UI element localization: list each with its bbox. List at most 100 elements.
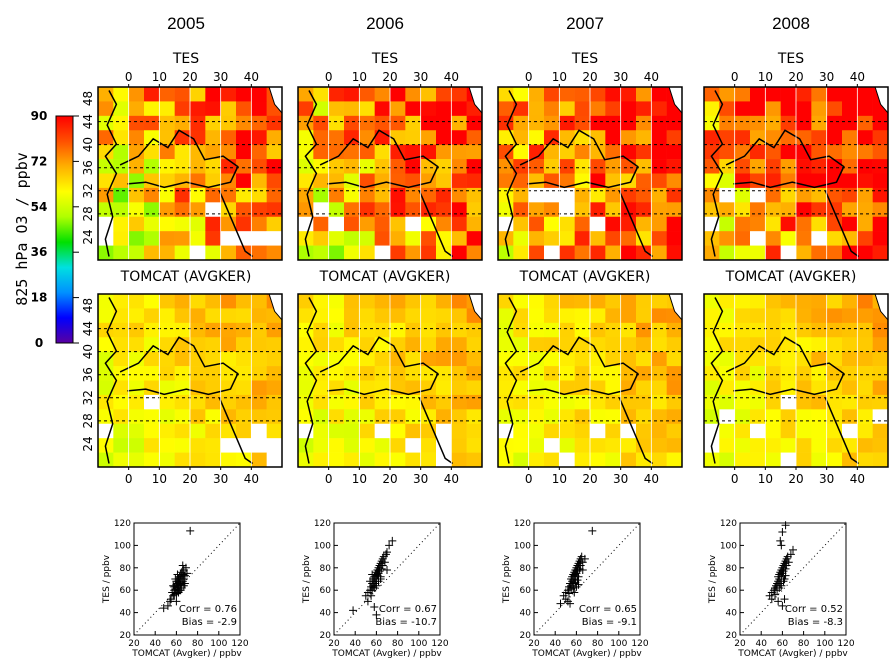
year-label-2005: 2005: [167, 14, 205, 33]
coastline-west: [710, 90, 724, 257]
map-cell: [651, 438, 667, 453]
map-cell: [544, 216, 560, 232]
scatter-y-tick-label: 100: [314, 541, 331, 551]
map-cell: [466, 115, 483, 131]
map-cell: [811, 159, 827, 174]
scatter-y-axis-label: TES / ppbv: [102, 554, 112, 604]
map-cell: [498, 394, 514, 410]
map-cell: [328, 423, 345, 439]
map-cell: [704, 130, 720, 145]
scatter-x-axis-label: TOMCAT (Avgker) / ppbv: [737, 649, 848, 659]
map-cell: [750, 144, 766, 160]
map-cell: [574, 231, 591, 246]
map-cell: [420, 351, 437, 367]
map-cell: [205, 351, 221, 367]
map-cell: [420, 187, 437, 203]
map-cell: [704, 173, 720, 189]
scatter-x-tick-label: 80: [392, 639, 404, 649]
map-cell: [174, 87, 191, 102]
map-cell: [251, 452, 267, 468]
map-cell: [872, 187, 889, 203]
map-cell: [359, 159, 375, 174]
map-cell: [528, 380, 545, 396]
map-cell: [205, 115, 221, 131]
map-cell: [842, 144, 858, 160]
map-cell: [620, 394, 637, 410]
coastline-west: [304, 297, 318, 464]
map-cell: [605, 294, 621, 309]
scatter-point: [174, 575, 183, 583]
map-cell: [636, 130, 652, 145]
map-cell: [298, 394, 314, 410]
map-cell: [765, 380, 781, 396]
map-cell: [750, 308, 766, 324]
map-cell: [651, 130, 667, 145]
map-cell: [436, 380, 452, 396]
map-cell: [205, 294, 221, 309]
map-cell: [872, 337, 889, 352]
map-cell: [436, 438, 452, 453]
map-cell: [144, 216, 160, 232]
map-cell: [313, 294, 329, 309]
map-cell: [128, 101, 145, 117]
map-cell: [466, 173, 483, 189]
bias-label: Bias = -9.1: [582, 617, 637, 628]
scatter-x-tick-label: 100: [410, 639, 427, 649]
map-cell: [466, 380, 483, 396]
map-cell: [574, 294, 591, 309]
map-cell: [313, 216, 329, 232]
map-cell: [251, 380, 267, 396]
map-cell: [666, 245, 683, 261]
map-cell: [498, 322, 514, 338]
map-cell: [651, 187, 667, 203]
map-cell: [220, 409, 237, 425]
map-cell: [220, 144, 237, 160]
map-cell: [113, 216, 129, 232]
map-cell: [528, 245, 545, 261]
map-lon-tick-label: 10: [352, 70, 367, 84]
map-cell: [605, 101, 621, 117]
map-cell: [750, 231, 766, 246]
map-cell: [436, 173, 452, 189]
map-cell: [144, 115, 160, 131]
map-cell: [826, 159, 843, 174]
map-cell: [128, 144, 145, 160]
map-cell: [205, 159, 221, 174]
map-cell: [513, 115, 529, 131]
map-cell: [811, 245, 827, 261]
map-cell: [765, 231, 781, 246]
map-cell: [405, 216, 421, 232]
map-cell: [826, 231, 843, 246]
map-cell: [544, 231, 560, 246]
colorbar-tick-label: 90: [31, 109, 48, 123]
map-cell: [513, 187, 529, 203]
map-cell: [266, 438, 283, 453]
map-cell: [620, 366, 637, 381]
map-cell: [651, 366, 667, 381]
map-cell: [359, 294, 375, 309]
map-cell: [620, 87, 637, 102]
map-cell: [236, 216, 252, 232]
map-cell: [266, 187, 283, 203]
map-cell: [513, 245, 529, 261]
map-cell: [513, 216, 529, 232]
map-cell: [405, 202, 421, 218]
map-cell: [559, 322, 575, 338]
map-cell: [420, 144, 437, 160]
map-cell: [590, 130, 606, 145]
tes-map-2006: 0 10 20 30 40: [297, 70, 483, 261]
map-cell: [590, 423, 606, 439]
map-cell: [666, 144, 683, 160]
map-cell: [174, 216, 191, 232]
map-cell: [298, 308, 314, 324]
tomcat-map-2006: 0 10 20 30 40: [297, 293, 483, 486]
map-cell: [651, 380, 667, 396]
map-cell: [144, 322, 160, 338]
scatter-x-tick-label: 20: [328, 639, 340, 649]
map-cell: [651, 322, 667, 338]
map-cell: [113, 308, 129, 324]
map-cell: [636, 452, 652, 468]
row-title-tomcat-2005: TOMCAT (AVGKER): [120, 269, 252, 285]
map-cell: [513, 394, 529, 410]
map-cell: [390, 294, 406, 309]
